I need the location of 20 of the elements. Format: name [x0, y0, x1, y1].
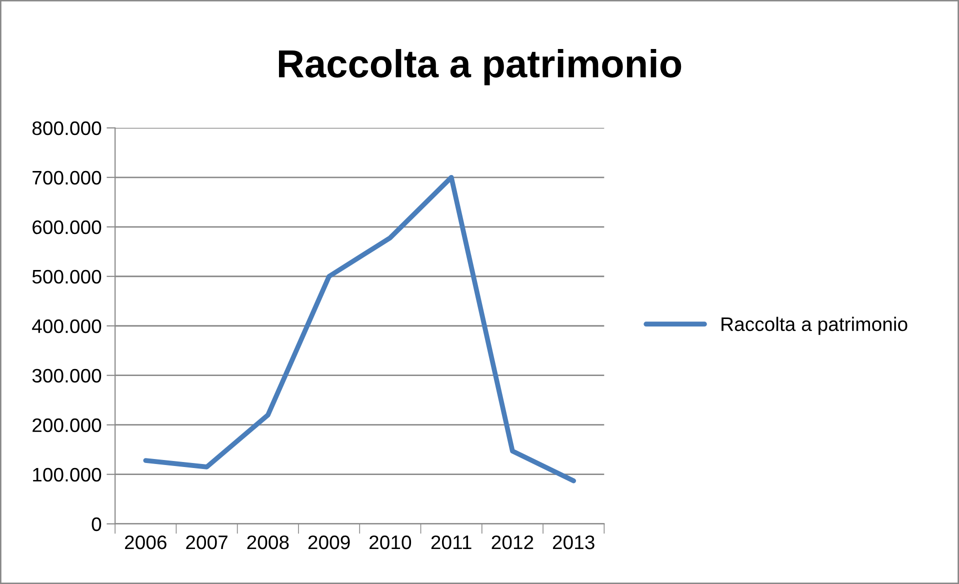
y-tick-label: 400.000 — [32, 319, 102, 334]
y-tick-label: 700.000 — [32, 170, 102, 185]
y-tick-label: 800.000 — [32, 121, 102, 136]
x-tick-label: 2010 — [370, 535, 412, 550]
y-tick-label: 0 — [92, 517, 102, 532]
y-tick-label: 200.000 — [32, 418, 102, 432]
y-tick-label: 500.000 — [32, 270, 102, 284]
x-tick-label: 2007 — [186, 535, 228, 550]
x-tick-label: 2012 — [492, 535, 534, 550]
x-tick-label: 2013 — [552, 535, 594, 550]
legend-label: Raccolta a patrimonio — [722, 316, 908, 335]
y-tick-label: 300.000 — [32, 368, 102, 383]
x-tick-label: 2006 — [125, 535, 166, 550]
chart-title: Raccolta a patrimonio — [278, 49, 682, 86]
x-tick-label: 2009 — [308, 535, 350, 550]
line-series — [143, 174, 576, 484]
y-tick-label: 600.000 — [32, 220, 102, 234]
y-tick-label: 100.000 — [33, 468, 102, 482]
x-tick-label: 2008 — [247, 535, 289, 550]
x-tick-label: 2011 — [431, 535, 472, 550]
